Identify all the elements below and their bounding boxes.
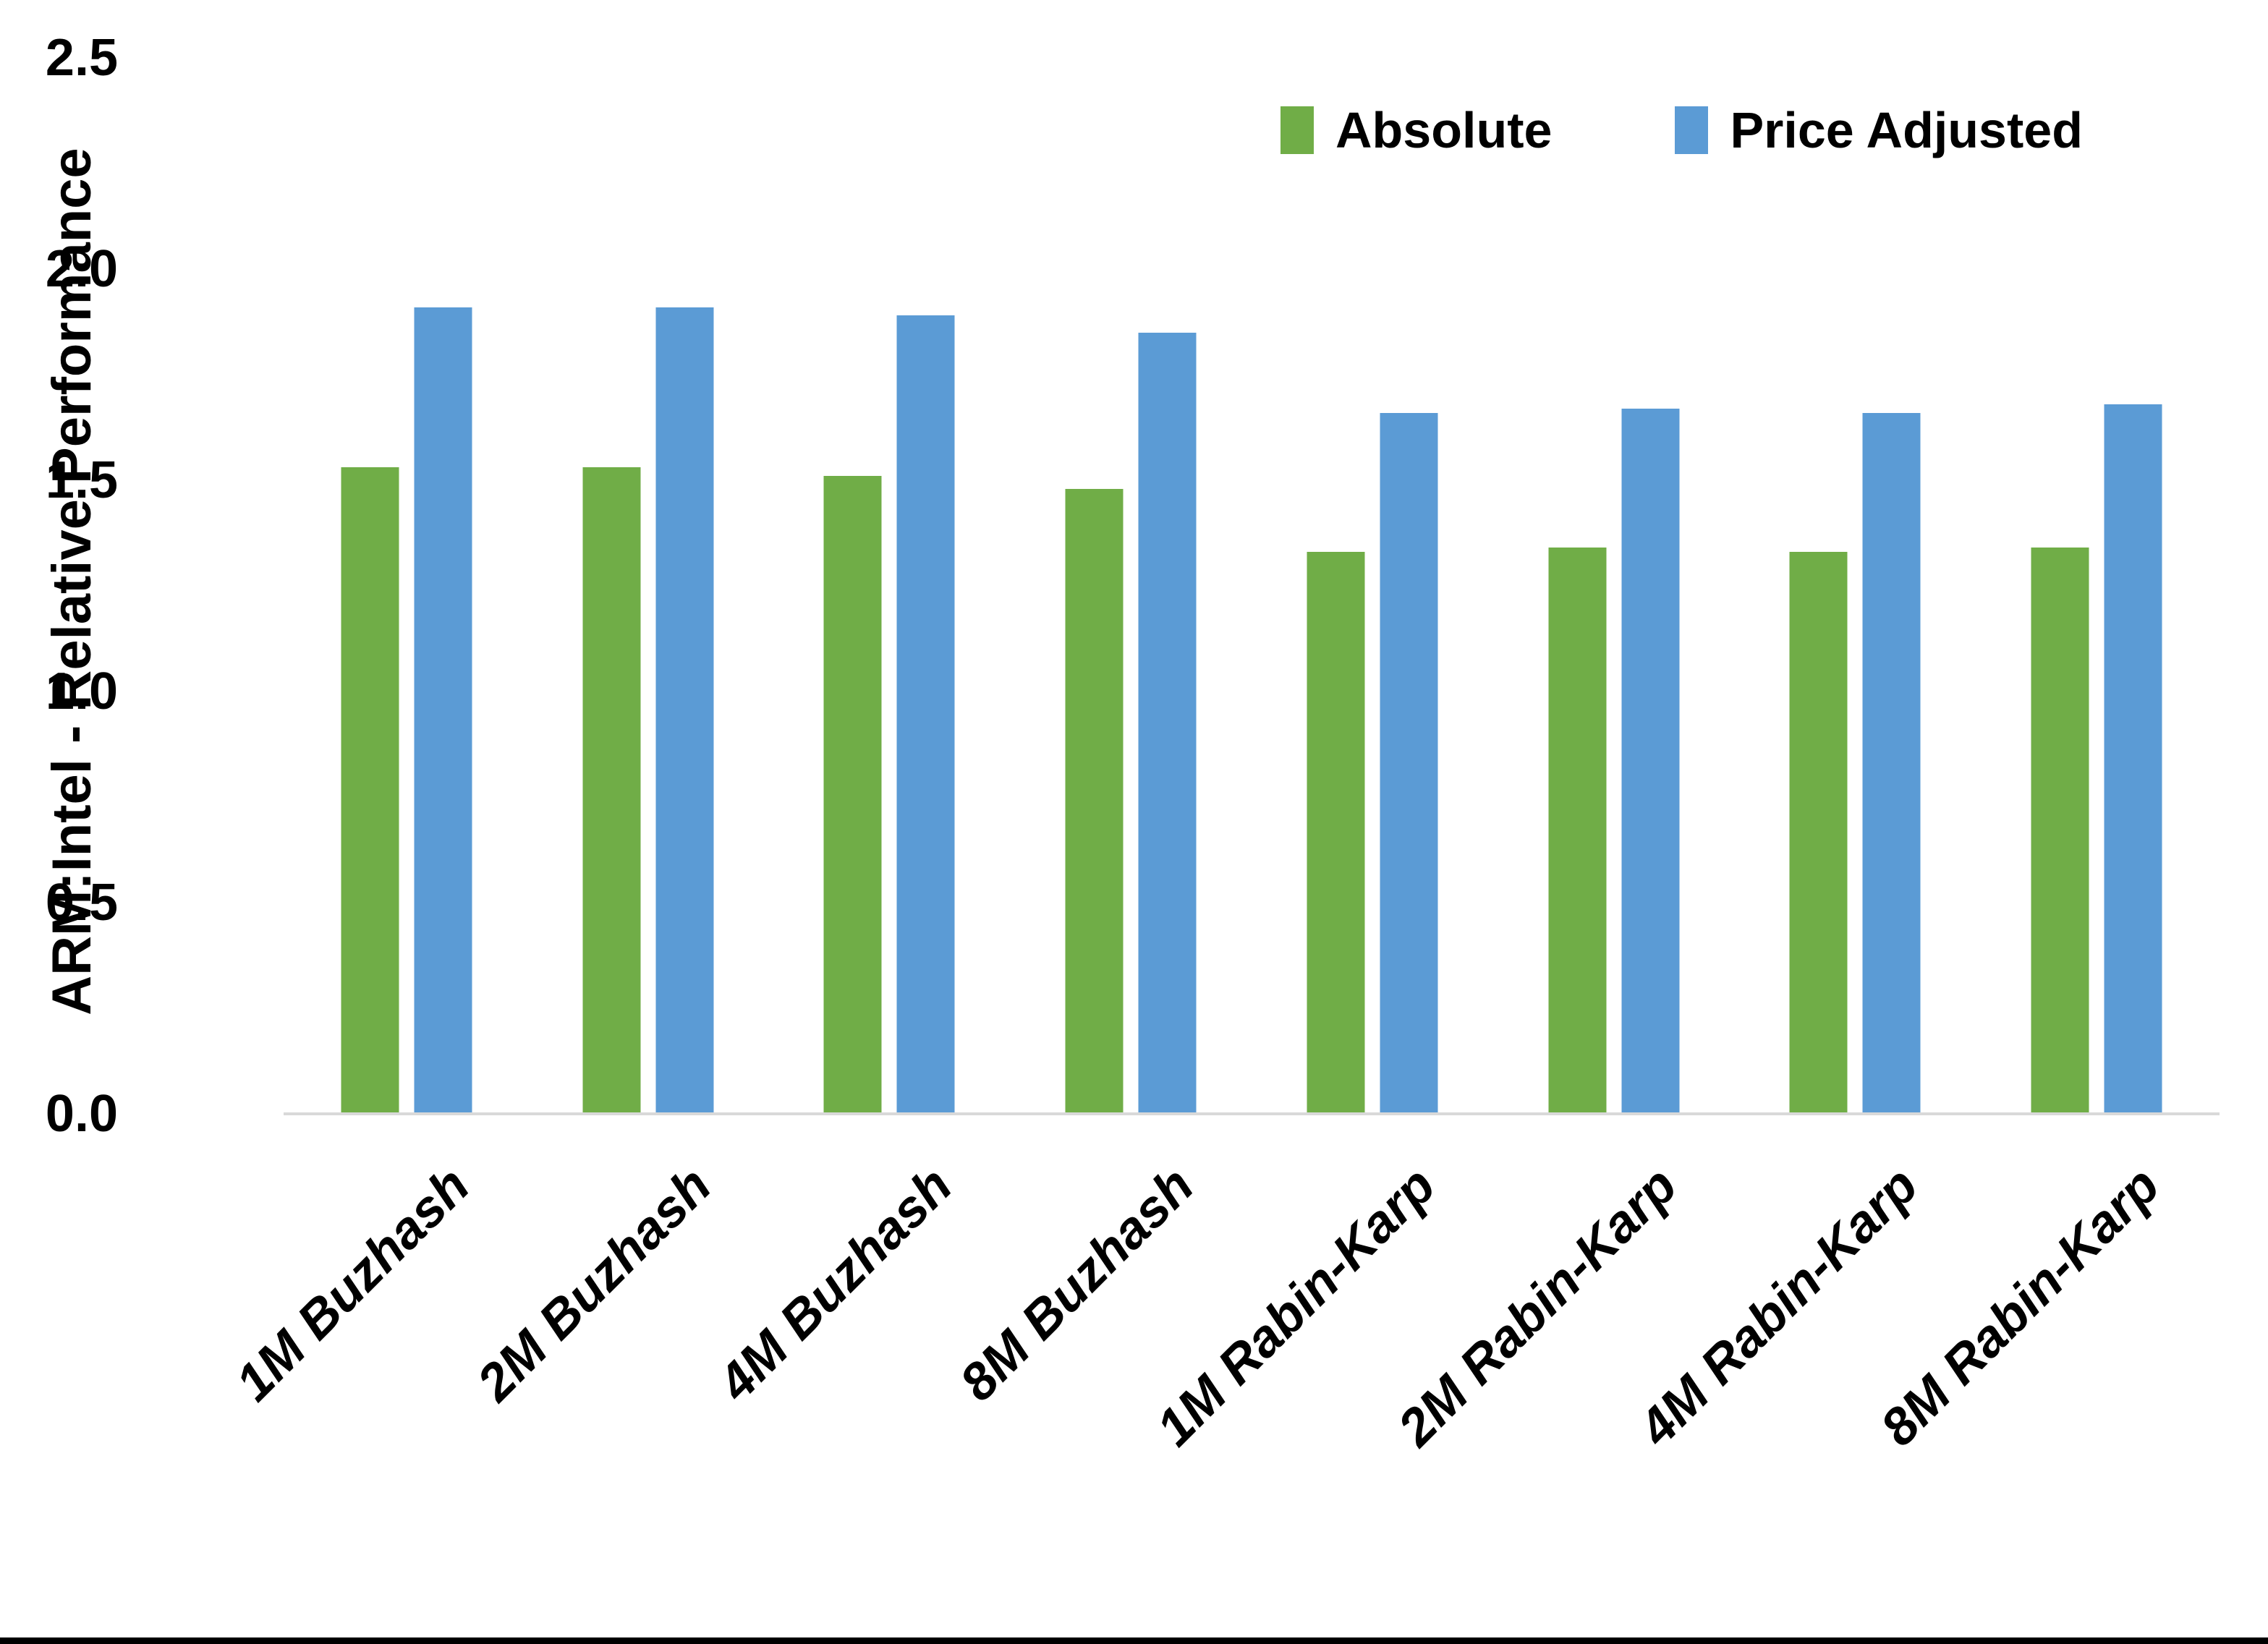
absolute-bar [582, 467, 641, 1114]
price-adjusted-bar [414, 307, 472, 1114]
y-tick-label: 0.0 [45, 1085, 118, 1143]
absolute-bar [1548, 548, 1607, 1114]
bar-group-1 [286, 58, 527, 1114]
legend-swatch-icon [1280, 106, 1314, 154]
legend-swatch-icon [1675, 106, 1709, 154]
y-tick-label: 1.5 [45, 451, 118, 509]
bar-pair [1789, 58, 1921, 1114]
bar-pair [823, 58, 955, 1114]
absolute-bar [1789, 552, 1848, 1114]
bar-pair [582, 58, 714, 1114]
x-axis-line [284, 1112, 2220, 1115]
price-adjusted-bar [2104, 404, 2162, 1114]
absolute-bar [823, 476, 882, 1114]
y-tick-label: 2.0 [45, 240, 118, 298]
x-category-label: 8M Buzhash [948, 1156, 1205, 1413]
legend-item-price-adjusted: Price Adjusted [1675, 101, 2083, 159]
bar-pair [341, 58, 472, 1114]
bar-pair [1065, 58, 1197, 1114]
y-tick-label: 0.5 [45, 874, 118, 932]
price-adjusted-bar [1138, 332, 1197, 1114]
y-tick-label: 1.0 [45, 663, 118, 720]
x-category-label: 1M Buzhash [224, 1156, 481, 1413]
bar-group-3 [769, 58, 1011, 1114]
bar-group-5 [1252, 58, 1493, 1114]
plot-area [286, 58, 2217, 1114]
legend-item-absolute: Absolute [1280, 101, 1552, 159]
bar-group-7 [1735, 58, 1976, 1114]
price-adjusted-bar [1862, 412, 1921, 1114]
legend-label: Absolute [1335, 102, 1553, 158]
y-tick-label: 2.5 [45, 29, 118, 87]
bar-pair [2031, 58, 2162, 1114]
x-category-label: 4M Buzhash [708, 1156, 964, 1413]
figure-bottom-rule [0, 1637, 2268, 1644]
price-adjusted-bar [1380, 412, 1438, 1114]
bar-pair [1307, 58, 1438, 1114]
bar-group-4 [1010, 58, 1252, 1114]
absolute-bar [341, 467, 399, 1114]
legend-label: Price Adjusted [1730, 102, 2083, 158]
absolute-bar [1307, 552, 1365, 1114]
absolute-bar [2031, 548, 2089, 1114]
x-category-label: 2M Buzhash [466, 1156, 722, 1413]
absolute-bar [1065, 488, 1124, 1114]
bar-group-6 [1493, 58, 1735, 1114]
bar-pair [1548, 58, 1680, 1114]
price-adjusted-bar [1621, 408, 1680, 1114]
bar-group-2 [527, 58, 769, 1114]
chart-legend: Absolute Price Adjusted [1280, 101, 2083, 159]
bar-group-8 [1976, 58, 2217, 1114]
price-adjusted-bar [896, 315, 955, 1114]
price-adjusted-bar [655, 307, 714, 1114]
